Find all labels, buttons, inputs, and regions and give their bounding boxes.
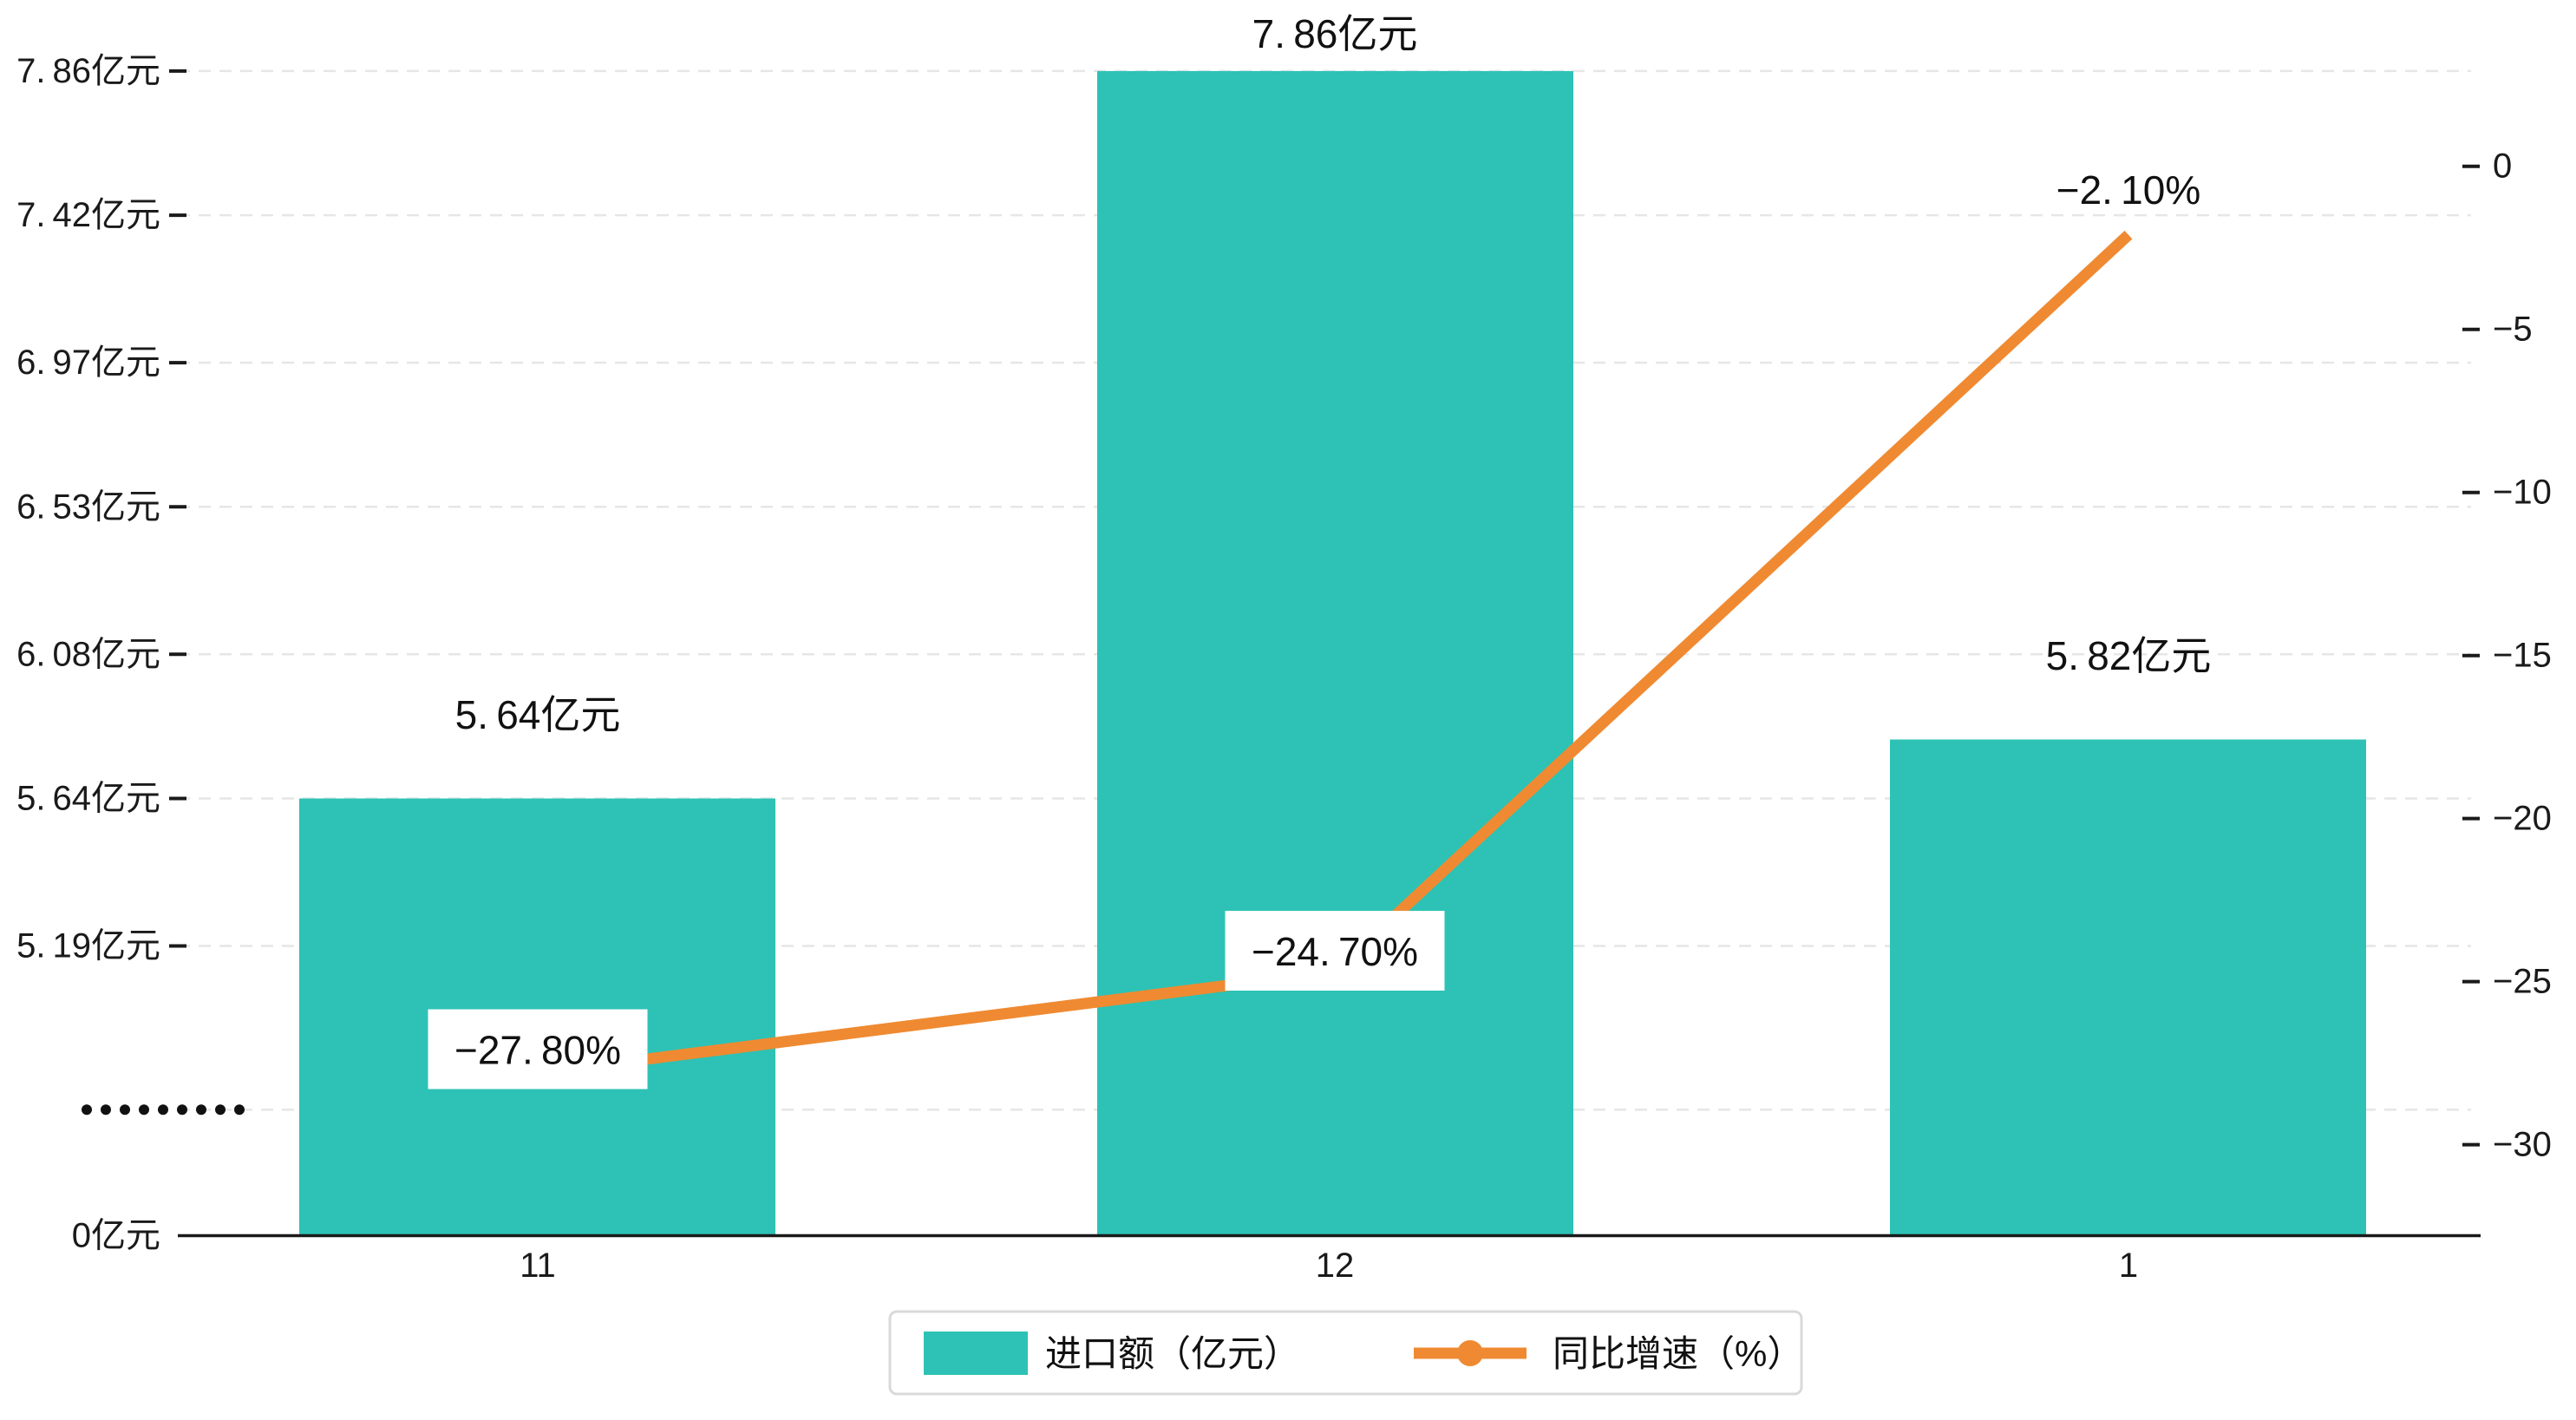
svg-text:−10: −10	[2493, 474, 2552, 512]
svg-text:同比增速（%）: 同比增速（%）	[1553, 1333, 1803, 1374]
svg-text:7. 86亿元: 7. 86亿元	[16, 52, 160, 90]
svg-text:−5: −5	[2493, 311, 2533, 349]
svg-text:−25: −25	[2493, 963, 2552, 1001]
svg-text:进口额（亿元）: 进口额（亿元）	[1045, 1333, 1300, 1374]
svg-text:5. 64亿元: 5. 64亿元	[455, 692, 621, 737]
svg-text:−30: −30	[2493, 1126, 2552, 1164]
svg-text:6. 53亿元: 6. 53亿元	[16, 488, 160, 526]
svg-text:11: 11	[520, 1247, 556, 1285]
svg-text:−27. 80%: −27. 80%	[454, 1028, 621, 1073]
svg-text:0: 0	[2493, 147, 2512, 186]
svg-text:5. 19亿元: 5. 19亿元	[16, 927, 160, 965]
svg-text:−15: −15	[2493, 637, 2552, 675]
svg-text:0亿元: 0亿元	[72, 1217, 160, 1255]
svg-text:6. 08亿元: 6. 08亿元	[16, 635, 160, 673]
svg-text:5. 82亿元: 5. 82亿元	[2046, 633, 2212, 678]
svg-text:−24. 70%: −24. 70%	[1252, 929, 1418, 974]
svg-text:12: 12	[1316, 1247, 1355, 1285]
svg-text:−20: −20	[2493, 800, 2552, 838]
svg-text:−2. 10%: −2. 10%	[2056, 167, 2201, 213]
svg-text:1: 1	[2119, 1247, 2138, 1285]
svg-text:7. 42亿元: 7. 42亿元	[16, 196, 160, 234]
svg-text:5. 64亿元: 5. 64亿元	[16, 780, 160, 818]
svg-text:7. 86亿元: 7. 86亿元	[1252, 11, 1418, 56]
svg-text:6. 97亿元: 6. 97亿元	[16, 344, 160, 382]
